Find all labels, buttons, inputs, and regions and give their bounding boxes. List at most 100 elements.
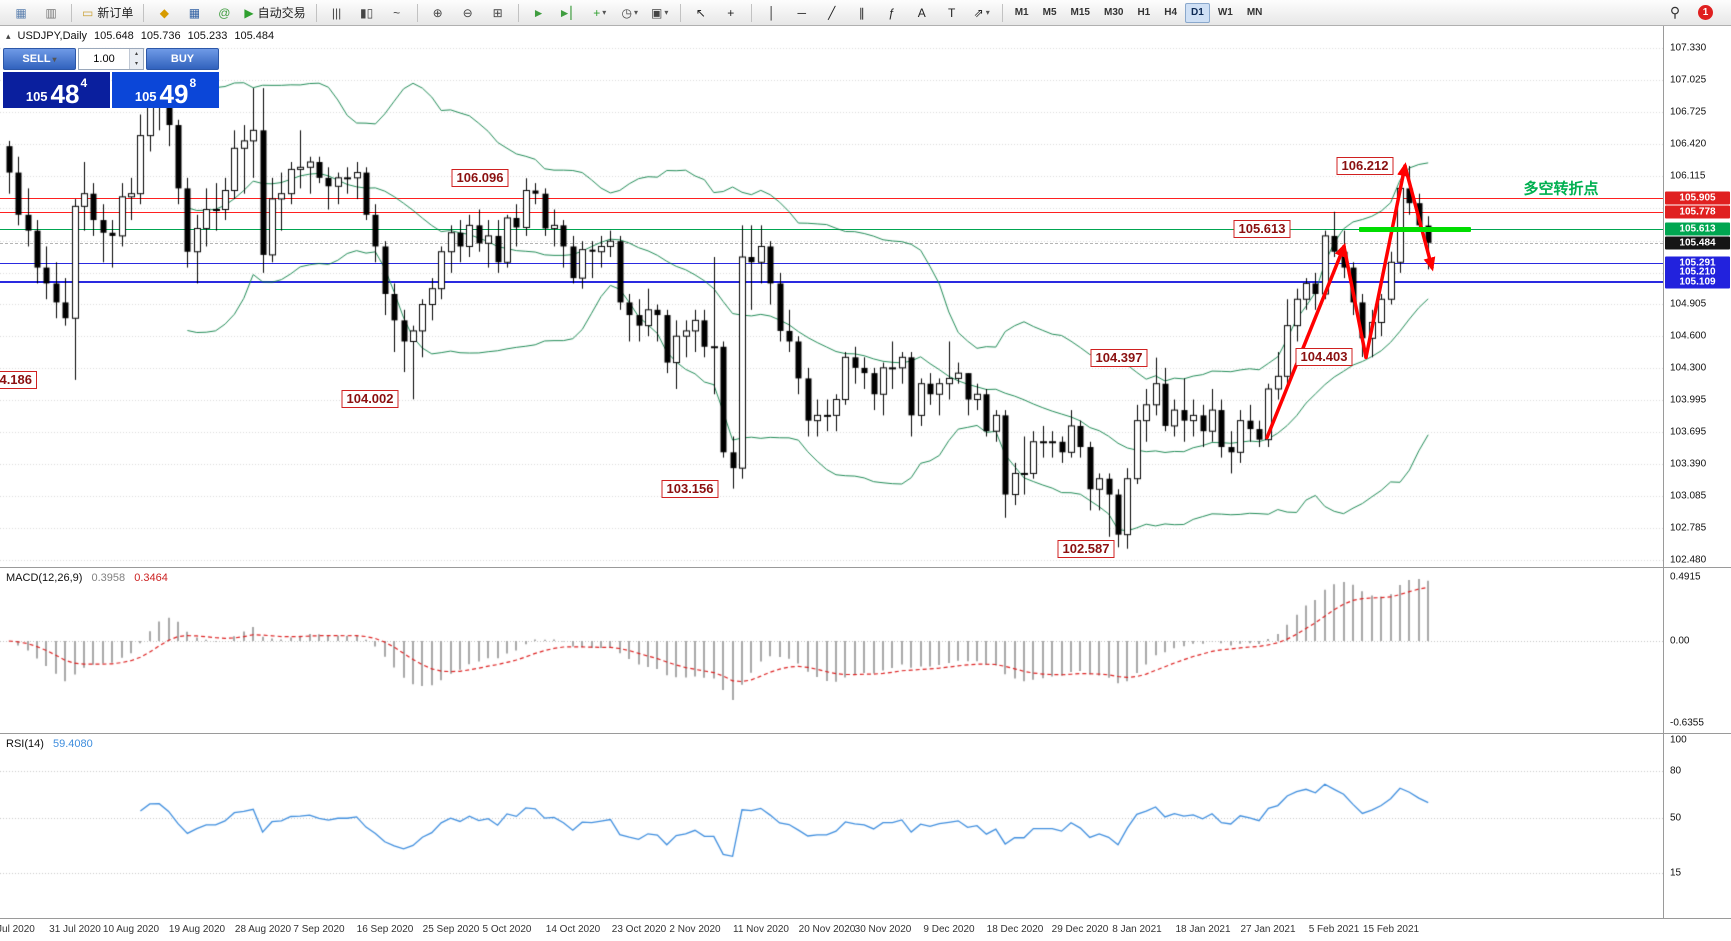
date-tick: 23 Oct 2020 — [611, 924, 667, 935]
timeframe-mn-button[interactable]: MN — [1246, 7, 1263, 18]
tile-windows-icon: ⊞ — [492, 5, 503, 20]
autotrading-button-label: 自动交易 — [257, 6, 306, 20]
arrows-button[interactable]: ⇗ ▾ — [968, 2, 996, 24]
new-order-button[interactable]: ▭ 新订单 — [78, 2, 137, 24]
panel-separator[interactable] — [0, 733, 1731, 734]
price-label-103.156[interactable]: 103.156 — [661, 480, 719, 498]
timeframe-m30-button[interactable]: M30 — [1103, 7, 1124, 18]
cursor-button[interactable]: ↖ — [687, 2, 715, 24]
price-label-104.186[interactable]: 104.186 — [0, 371, 37, 389]
trendline-button[interactable]: ╱ — [818, 2, 846, 24]
price-label-106.212[interactable]: 106.212 — [1336, 157, 1394, 175]
macd-scale-tick: 0.00 — [1670, 635, 1690, 647]
one-click-toggle-icon[interactable]: ▴ — [6, 30, 11, 41]
metaeditor-button[interactable]: ◆ — [150, 2, 178, 24]
candlestick-chart-button[interactable]: ▮▯ — [353, 2, 381, 24]
vertical-line-button[interactable]: │ — [758, 2, 786, 24]
new-chart-icon: ▦ — [15, 5, 27, 20]
price-scale[interactable]: 107.330 107.025 106.725 106.420 106.115 104.9… — [1663, 26, 1731, 940]
market-watch-button[interactable]: ▦ — [180, 2, 208, 24]
text-button[interactable]: A — [908, 2, 936, 24]
line-chart-button[interactable]: ~ — [383, 2, 411, 24]
search-button[interactable]: ⚲ — [1661, 2, 1689, 24]
sell-price-prefix: 105 — [25, 89, 48, 105]
price-label-104.397[interactable]: 104.397 — [1090, 349, 1148, 367]
panel-separator[interactable] — [0, 567, 1731, 568]
periods-icon: ◷ — [621, 5, 632, 20]
toolbar-separator — [750, 3, 752, 22]
bar-chart-button[interactable]: ||| — [323, 2, 351, 24]
timeframe-m5-button[interactable]: M5 — [1042, 7, 1057, 18]
volume-input[interactable] — [79, 49, 129, 69]
timeframe-h1-button[interactable]: H1 — [1137, 7, 1151, 18]
price-tick: 107.025 — [1670, 74, 1707, 86]
price-tick: 102.785 — [1670, 522, 1707, 534]
zoom-in-button[interactable]: ⊕ — [424, 2, 452, 24]
zoom-out-button[interactable]: ⊖ — [454, 2, 482, 24]
date-tick: 16 Sep 2020 — [356, 924, 414, 935]
turning-point-note[interactable]: 多空转折点 — [1523, 180, 1599, 198]
date-tick: 27 Jan 2021 — [1240, 924, 1296, 935]
price-chart-canvas[interactable] — [0, 26, 1663, 567]
horizontal-line-icon: ─ — [797, 5, 806, 20]
support-segment[interactable] — [1359, 226, 1471, 232]
label-button[interactable]: T — [938, 2, 966, 24]
chart-shift-button[interactable]: ►▏ — [555, 2, 584, 24]
templates-button[interactable]: ▣ ▾ — [646, 2, 674, 24]
date-tick: 18 Jan 2021 — [1175, 924, 1231, 935]
auto-scroll-icon: ► — [532, 5, 545, 20]
macd-indicator-label: MACD(12,26,9) 0.3958 0.3464 — [6, 572, 168, 584]
date-tick: 10 Aug 2020 — [102, 924, 160, 935]
volume-control: ▴ ▾ — [78, 48, 144, 70]
price-label-104.002[interactable]: 104.002 — [341, 390, 399, 408]
auto-scroll-button[interactable]: ► — [525, 2, 553, 24]
date-tick: 31 Jul 2020 — [49, 924, 101, 935]
volume-increase-button[interactable]: ▴ — [130, 49, 143, 59]
tile-windows-button[interactable]: ⊞ — [484, 2, 512, 24]
timeframe-w1-button[interactable]: W1 — [1217, 7, 1233, 18]
profiles-button[interactable]: ▥ — [37, 2, 65, 24]
price-tick: 102.480 — [1670, 554, 1707, 566]
chart-title: ▴ USDJPY,Daily 105.648 105.736 105.233 1… — [6, 30, 274, 42]
toolbar-separator — [315, 3, 317, 22]
timeframe-h4-button[interactable]: H4 — [1164, 7, 1178, 18]
community-button[interactable]: @ — [210, 2, 238, 24]
volume-decrease-button[interactable]: ▾ — [130, 59, 143, 69]
toolbar-separator — [416, 3, 418, 22]
crosshair-button[interactable]: + — [717, 2, 745, 24]
profiles-icon: ▥ — [45, 5, 57, 20]
timeframe-m15-button[interactable]: M15 — [1070, 7, 1090, 18]
buy-price-display[interactable]: 105 49 8 — [112, 72, 219, 108]
sell-button[interactable]: SELL ▾ — [3, 48, 76, 70]
line-chart-icon: ~ — [393, 5, 401, 20]
price-label-102.587[interactable]: 102.587 — [1057, 540, 1115, 558]
caret-down-icon: ▾ — [985, 8, 990, 17]
indicators-button[interactable]: + ▾ — [586, 2, 614, 24]
new-chart-button[interactable]: ▦ — [7, 2, 35, 24]
price-tag-105.484: 105.484 — [1665, 236, 1730, 250]
autotrading-icon: ▶ — [244, 5, 254, 20]
fibonacci-button[interactable]: ƒ — [878, 2, 906, 24]
price-label-106.096[interactable]: 106.096 — [451, 169, 509, 187]
price-tick: 103.695 — [1670, 426, 1707, 438]
periods-button[interactable]: ◷ ▾ — [616, 2, 644, 24]
search-icon: ⚲ — [1669, 4, 1681, 20]
rsi-canvas[interactable] — [0, 733, 1663, 918]
price-label-104.403[interactable]: 104.403 — [1295, 348, 1353, 366]
rsi-scale-tick: 50 — [1670, 812, 1682, 824]
sell-price-sup: 4 — [80, 76, 88, 90]
timeframe-m1-button[interactable]: M1 — [1014, 7, 1029, 18]
horizontal-line-button[interactable]: ─ — [788, 2, 816, 24]
macd-canvas[interactable] — [0, 567, 1663, 733]
sell-price-display[interactable]: 105 48 4 — [3, 72, 110, 108]
timeframe-d1-button[interactable]: D1 — [1185, 2, 1210, 23]
one-click-trading-panel: SELL ▾ ▴ ▾ BUY 105 48 4 105 49 — [3, 48, 219, 108]
rsi-name: RSI(14) — [6, 738, 44, 750]
notifications-button[interactable]: 1 — [1698, 5, 1713, 20]
channel-button[interactable]: ∥ — [848, 2, 876, 24]
candlestick-chart-icon: ▮▯ — [360, 5, 374, 20]
autotrading-button[interactable]: ▶ 自动交易 — [240, 2, 309, 24]
buy-button[interactable]: BUY — [146, 48, 219, 70]
price-label-105.613[interactable]: 105.613 — [1233, 220, 1291, 238]
